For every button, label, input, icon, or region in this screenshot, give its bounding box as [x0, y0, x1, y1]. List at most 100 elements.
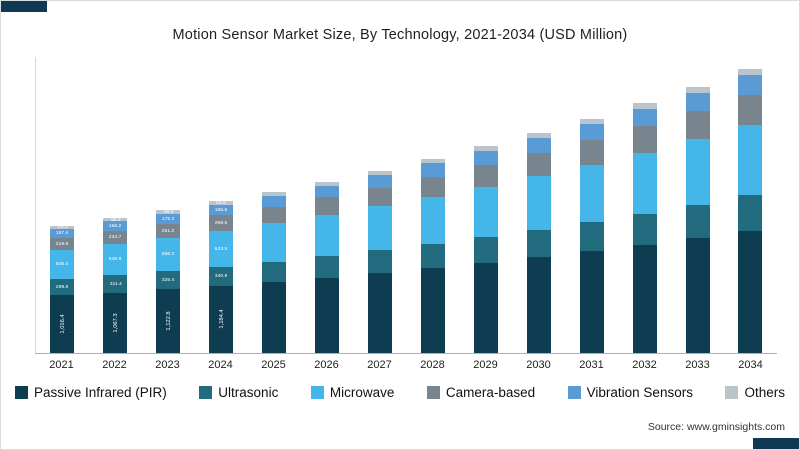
bar-segment	[315, 277, 340, 353]
bar-column: 59.8 175.3 251.2 586.3 325.4 1,122.8	[142, 57, 195, 353]
legend-label: Vibration Sensors	[586, 385, 693, 400]
x-axis-label: 2031	[579, 359, 604, 371]
legend-item: Ultrasonic	[199, 385, 278, 400]
bar-segment	[738, 195, 763, 231]
legend-item: Passive Infrared (PIR)	[15, 385, 167, 400]
bar-stack	[262, 191, 287, 353]
bar-stack	[526, 132, 551, 353]
legend-item: Microwave	[310, 385, 395, 400]
segment-data-label: 586.3	[162, 251, 175, 257]
bar-segment: 325.4	[156, 271, 181, 290]
source-credit: Source: www.gminsights.com	[647, 421, 785, 433]
x-axis-label: 2022	[102, 359, 127, 371]
x-axis: 2021 2022 2023 2024 2025 2026 2027 2028 2029 2030…	[35, 359, 777, 371]
bar-segment	[473, 146, 498, 152]
bar-segment	[367, 174, 392, 188]
x-axis-label: 2034	[738, 359, 763, 371]
bar-segment	[526, 153, 551, 177]
bar-segment	[526, 176, 551, 230]
bar-segment	[473, 236, 498, 263]
segment-data-label: 505.4	[56, 261, 69, 267]
x-axis-label: 2033	[685, 359, 710, 371]
bar-segment	[315, 197, 340, 216]
bar-segment	[526, 132, 551, 138]
bottom-right-corner-accent	[753, 438, 799, 449]
bar-stack	[579, 118, 604, 353]
bar-column	[248, 57, 301, 353]
bar-column	[301, 57, 354, 353]
top-left-corner-accent	[1, 1, 47, 12]
bar-stack	[685, 86, 710, 353]
bar-column	[512, 57, 565, 353]
bar-segment: 1,122.8	[156, 289, 181, 353]
bar-segment	[420, 158, 445, 164]
bar-segment	[632, 108, 657, 126]
bar-segment	[632, 103, 657, 109]
segment-data-label: 269.6	[215, 219, 228, 226]
bar-stack	[367, 170, 392, 353]
bar-column	[618, 57, 671, 353]
x-axis-label: 2023	[155, 359, 180, 371]
bar-segment	[632, 245, 657, 353]
bar-segment: 186.6	[209, 204, 234, 216]
bar-segment	[738, 68, 763, 76]
segment-data-label: 234.7	[109, 234, 122, 240]
bar-segment	[315, 181, 340, 186]
bar-segment	[579, 221, 604, 252]
bar-column	[724, 57, 777, 353]
bar-segment	[738, 230, 763, 353]
bar-segment	[579, 123, 604, 140]
x-axis-label: 2029	[473, 359, 498, 371]
bar-segment	[738, 125, 763, 196]
bar-segment: 1,067.3	[103, 292, 128, 353]
bar-segment	[473, 263, 498, 353]
bar-segment: 505.4	[50, 249, 75, 279]
bar-segment: 633.5	[209, 230, 234, 267]
x-axis-label: 2021	[49, 359, 74, 371]
bar-segment	[473, 165, 498, 188]
bar-column	[671, 57, 724, 353]
segment-data-label: 1,067.3	[111, 313, 119, 333]
bar-segment: 311.4	[103, 274, 128, 293]
bar-segment	[262, 191, 287, 196]
bar-segment	[315, 255, 340, 278]
legend-label: Others	[744, 385, 785, 400]
legend-label: Camera-based	[445, 385, 536, 400]
x-axis-label: 2030	[526, 359, 551, 371]
bar-segment: 157.4	[50, 228, 75, 238]
bar-segment	[526, 229, 551, 258]
bar-stack	[420, 158, 445, 353]
bar-segment	[262, 282, 287, 353]
bar-segment: 251.2	[156, 223, 181, 238]
bar-segment: 234.7	[103, 230, 128, 245]
bar-segment	[473, 187, 498, 237]
bar-segment: 1,184.4	[209, 285, 234, 353]
bar-stack	[473, 146, 498, 353]
bar-segment	[367, 206, 392, 251]
segment-data-label: 1,122.8	[164, 311, 172, 331]
segment-data-label: 219.6	[56, 240, 69, 247]
bar-segment: 586.3	[156, 237, 181, 272]
bar-segment	[367, 273, 392, 353]
bar-segment	[738, 94, 763, 126]
legend-label: Passive Infrared (PIR)	[34, 385, 167, 400]
bar-segment: 166.2	[103, 221, 128, 231]
legend-label: Microwave	[329, 385, 395, 400]
bar-stack: 59.8 175.3 251.2 586.3 325.4 1,122.8	[156, 209, 181, 353]
bar-segment	[262, 206, 287, 224]
bar-segment: 219.6	[50, 237, 75, 250]
bar-column: 63.8 186.6 269.6 633.5 340.9 1,184.4	[195, 57, 248, 353]
bar-segment	[685, 92, 710, 111]
bar-stack	[632, 103, 657, 353]
legend-swatch	[199, 386, 213, 399]
bar-segment	[738, 75, 763, 95]
segment-data-label: 157.4	[56, 229, 69, 236]
bar-column	[406, 57, 459, 353]
bar-stack	[315, 181, 340, 353]
bar-segment	[526, 137, 551, 154]
bar-segment	[420, 163, 445, 177]
bar-segment	[262, 223, 287, 262]
plot-area: 53.3 157.4 219.6 505.4 298.6 1,016.4 56.2 166.2…	[35, 57, 777, 354]
segment-data-label: 186.6	[215, 207, 228, 213]
